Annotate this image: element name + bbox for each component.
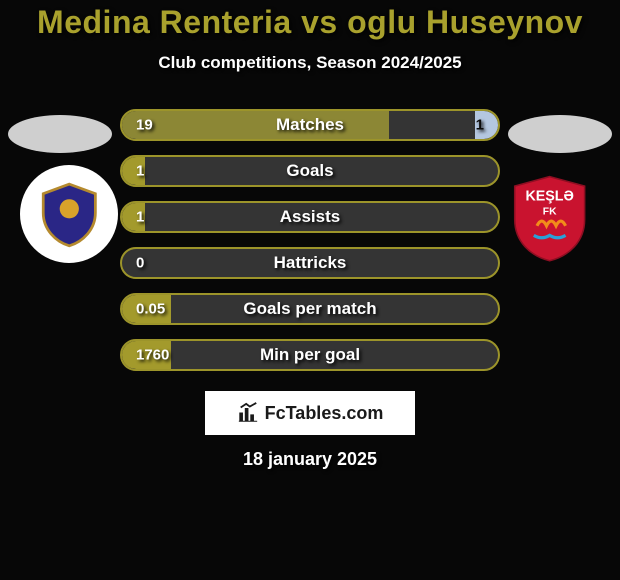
brand-box: FcTables.com xyxy=(205,391,415,435)
svg-text:FK: FK xyxy=(543,207,557,218)
stat-value-left: 1 xyxy=(136,163,144,180)
club-badge-right: KEŞLƏ FK xyxy=(498,167,602,271)
shield-icon xyxy=(35,180,104,249)
stat-value-left: 1 xyxy=(136,209,144,226)
stat-value-left: 0 xyxy=(136,255,144,272)
stat-label: Matches xyxy=(276,115,344,135)
stat-row: 1 Assists xyxy=(120,201,500,233)
footer-date: 18 january 2025 xyxy=(0,449,620,470)
stat-row: 1 Goals xyxy=(120,155,500,187)
brand-text: FcTables.com xyxy=(265,403,384,424)
stat-row: 0.05 Goals per match xyxy=(120,293,500,325)
page-subtitle: Club competitions, Season 2024/2025 xyxy=(0,53,620,73)
stat-value-left: 19 xyxy=(136,117,153,134)
stat-label: Hattricks xyxy=(274,253,347,273)
stat-label: Assists xyxy=(280,207,340,227)
player-right-head-placeholder xyxy=(508,115,612,153)
page-title: Medina Renteria vs oglu Huseynov xyxy=(0,0,620,41)
chart-icon xyxy=(237,402,259,424)
stat-value-left: 1760 xyxy=(136,347,169,364)
stat-value-right: 1 xyxy=(476,117,484,134)
stat-label: Goals xyxy=(286,161,333,181)
stat-row: 0 Hattricks xyxy=(120,247,500,279)
stat-row: 1760 Min per goal xyxy=(120,339,500,371)
stat-value-left: 0.05 xyxy=(136,301,165,318)
svg-text:KEŞLƏ: KEŞLƏ xyxy=(526,189,574,205)
player-left-head-placeholder xyxy=(8,115,112,153)
stat-label: Goals per match xyxy=(243,299,376,319)
club-badge-left xyxy=(20,165,118,263)
stat-row: 19 1 Matches xyxy=(120,109,500,141)
shield-icon: KEŞLƏ FK xyxy=(506,175,593,262)
stat-label: Min per goal xyxy=(260,345,360,365)
stat-bars: 19 1 Matches 1 Goals 1 Assists 0 Hattricks 0.05 Go… xyxy=(120,103,500,371)
stat-fill-left xyxy=(122,111,389,139)
comparison-stage: KEŞLƏ FK 19 1 Matches 1 Goals 1 Assists 0 Hattri… xyxy=(0,103,620,371)
